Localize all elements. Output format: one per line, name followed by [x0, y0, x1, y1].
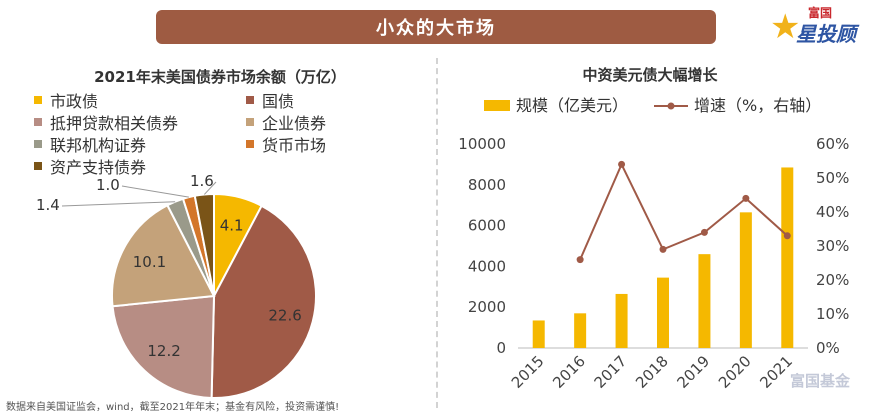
- bar: [781, 167, 794, 348]
- pie-slice: [193, 192, 215, 297]
- legend-label: 增速（%，右轴）: [694, 96, 821, 115]
- line-point: [742, 194, 750, 202]
- x-tick-label: 2018: [632, 352, 672, 392]
- legend-swatch: [246, 118, 254, 126]
- legend-swatch: [34, 162, 42, 170]
- pie-data-label: 1.6: [190, 172, 214, 190]
- legend-swatch: [484, 100, 510, 111]
- pie-legend-item: 企业债券: [246, 110, 326, 134]
- legend-swatch: [34, 140, 42, 148]
- y-right-tick-label: 40%: [816, 203, 849, 221]
- pie-chart: 4.1 22.6 12.2 10.1 1.4 1.0 1.6: [36, 172, 317, 399]
- legend-label: 国债: [262, 92, 295, 111]
- y-left-tick-label: 10000: [458, 135, 506, 153]
- pie-data-label: 1.0: [96, 176, 120, 194]
- line-point: [783, 232, 791, 240]
- legend-swatch: [34, 96, 42, 104]
- x-tick-label: 2017: [591, 352, 631, 392]
- y-right-tick-label: 60%: [816, 135, 849, 153]
- legend-label: 联邦机构证券: [50, 136, 147, 155]
- y-right-tick-label: 20%: [816, 271, 849, 289]
- legend-label: 抵押贷款相关债券: [50, 114, 179, 133]
- x-tick-label: 2019: [674, 352, 714, 392]
- watermark: 富国基金: [790, 372, 851, 390]
- y-left-tick-label: 0: [496, 339, 506, 357]
- bar: [532, 320, 545, 348]
- bar: [657, 277, 669, 348]
- legend-label: 资产支持债券: [50, 158, 147, 177]
- pie-legend-item: 抵押贷款相关债券: [34, 110, 178, 134]
- line-point: [659, 245, 667, 253]
- y-left-tick-label: 2000: [468, 298, 506, 316]
- bar: [739, 212, 752, 348]
- banner-title: 小众的大市场: [156, 10, 716, 44]
- brand-logo: ★ 富国 星投顾: [762, 4, 870, 48]
- star-icon: ★: [770, 7, 801, 47]
- line-point: [700, 228, 708, 236]
- pie-data-label: 22.6: [268, 307, 301, 325]
- line-point: [618, 160, 626, 168]
- legend-label: 规模（亿美元）: [516, 96, 628, 115]
- pie-leader-line: [203, 181, 217, 195]
- pie-slice: [210, 204, 317, 399]
- pie-leader-line: [61, 201, 176, 207]
- combo-chart-title: 中资美元债大幅增长: [582, 66, 718, 84]
- x-tick-label: 2016: [549, 352, 589, 392]
- y-left-tick-label: 6000: [468, 217, 506, 235]
- bar: [574, 313, 587, 348]
- combo-chart: 规模（亿美元） 增速（%，右轴） 0 2000 4000 6000 8000 10000 0% 1…: [458, 96, 849, 392]
- pie-legend-item: 联邦机构证券: [34, 132, 146, 156]
- y-right-tick-label: 50%: [816, 169, 849, 187]
- pie-data-label: 10.1: [133, 253, 166, 271]
- line-point: [576, 256, 584, 264]
- legend-swatch: [34, 118, 42, 126]
- pie-data-label: 12.2: [147, 342, 180, 360]
- series-line: [579, 162, 788, 260]
- x-tick-label: 2015: [508, 352, 548, 392]
- bar: [698, 254, 711, 348]
- legend-swatch: [246, 96, 254, 104]
- footnote: 数据来自美国证监会，wind，截至2021年年末；基金有风险，投资需谨慎!: [6, 402, 340, 413]
- legend-swatch: [246, 140, 254, 148]
- pie-chart-title: 2021年末美国债券市场余额（万亿）: [94, 68, 346, 86]
- y-left-tick-label: 8000: [468, 176, 506, 194]
- panel-divider: [436, 58, 438, 408]
- legend-label: 企业债券: [262, 114, 327, 133]
- pie-legend-item: 资产支持债券: [34, 154, 146, 178]
- x-tick-label: 2020: [715, 352, 755, 392]
- logo-text-top: 富国: [808, 6, 833, 20]
- pie-slice: [111, 203, 216, 308]
- pie-leader-line: [121, 185, 189, 198]
- legend-label: 市政债: [50, 92, 99, 111]
- y-left-tick-label: 4000: [468, 257, 506, 275]
- legend-label: 货币市场: [262, 136, 327, 155]
- y-right-tick-label: 30%: [816, 237, 849, 255]
- y-right-tick-label: 10%: [816, 305, 849, 323]
- legend-marker: [667, 102, 675, 110]
- pie-slice: [111, 294, 216, 399]
- bar: [615, 293, 628, 348]
- y-right-tick-label: 0%: [816, 339, 840, 357]
- pie-legend-item: 市政债: [34, 88, 98, 112]
- pie-data-label: 4.1: [220, 217, 244, 235]
- pie-legend-item: 国债: [246, 88, 294, 112]
- pie-legend-item: 货币市场: [246, 132, 326, 156]
- logo-text-main: 星投顾: [796, 22, 856, 46]
- pie-data-label: 1.4: [36, 196, 60, 214]
